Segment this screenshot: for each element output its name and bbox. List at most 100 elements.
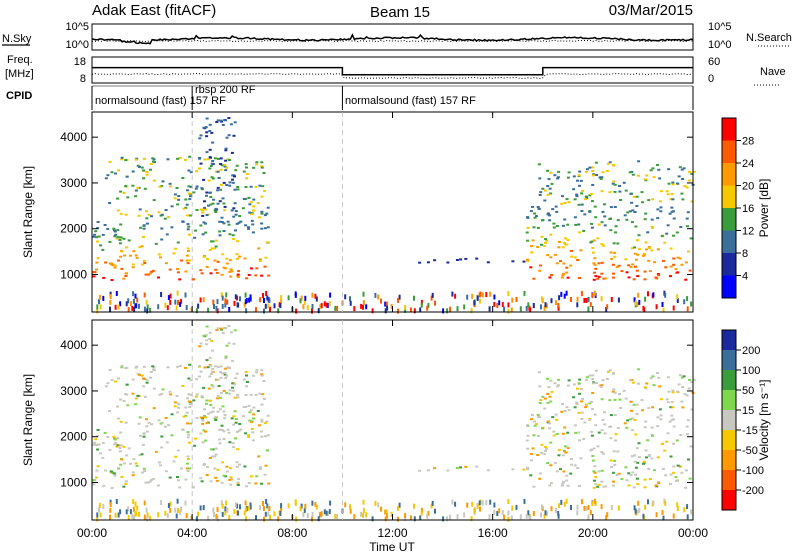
power-cell — [634, 265, 637, 268]
power-cell — [552, 226, 556, 229]
power-cell — [233, 188, 237, 191]
power-cell — [537, 207, 541, 210]
velocity-cell — [210, 455, 214, 458]
power-cell — [228, 181, 232, 184]
power-cell — [601, 244, 605, 247]
power-cell — [413, 308, 416, 314]
power-cell — [225, 262, 229, 265]
velocity-cell — [374, 500, 377, 506]
velocity-cell — [605, 514, 608, 520]
power-cell — [686, 225, 689, 228]
velocity-cell — [544, 510, 547, 516]
power-cell — [594, 267, 598, 270]
velocity-cell — [575, 401, 579, 404]
velocity-cell — [220, 424, 224, 427]
frequency-line — [92, 66, 693, 76]
velocity-cell — [122, 485, 126, 488]
power-cell — [280, 295, 283, 301]
power-cell — [555, 225, 559, 227]
power-cell — [234, 169, 238, 172]
velocity-cell — [543, 397, 547, 400]
power-cell — [146, 304, 149, 310]
power-cell — [218, 230, 222, 233]
velocity-cell — [371, 516, 374, 522]
power-cell — [140, 245, 144, 248]
velocity-cell — [260, 403, 264, 406]
velocity-cell — [222, 438, 226, 440]
velocity-cell — [410, 515, 412, 521]
power-cell — [564, 243, 568, 246]
power-cell — [227, 134, 231, 137]
radar-title: Adak East (fitACF) — [92, 2, 216, 19]
power-cell — [260, 222, 264, 225]
power-cell — [119, 301, 122, 307]
velocity-cell — [242, 378, 246, 381]
power-cell — [538, 269, 542, 272]
velocity-cell — [218, 408, 222, 411]
power-cell — [191, 278, 195, 281]
power-cell — [323, 301, 326, 307]
velocity-cell — [255, 515, 257, 521]
power-cell — [572, 175, 576, 178]
power-cell — [116, 197, 120, 200]
power-cell — [188, 259, 191, 262]
power-cell — [600, 176, 604, 179]
power-cell — [554, 205, 558, 208]
power-cell — [113, 230, 117, 233]
power-cell — [99, 244, 103, 247]
power-cell — [649, 270, 652, 273]
velocity-cell — [658, 408, 662, 411]
velocity-cell — [592, 486, 596, 489]
velocity-cell — [523, 498, 526, 504]
power-cell — [455, 259, 459, 261]
velocity-cell — [535, 423, 538, 426]
velocity-cell — [277, 516, 280, 522]
velocity-cell — [109, 507, 112, 513]
velocity-cell — [92, 443, 96, 446]
velocity-cell — [176, 449, 180, 452]
power-cell — [195, 170, 199, 173]
power-cell — [678, 257, 682, 260]
velocity-cell — [344, 502, 347, 508]
velocity-cell — [199, 432, 203, 435]
velocity-cell — [579, 457, 583, 460]
power-cell — [198, 137, 202, 140]
velocity-cell — [325, 510, 328, 516]
velocity-cell — [95, 444, 98, 447]
power-cell — [431, 292, 434, 298]
velocity-cell — [647, 499, 649, 505]
power-cell — [151, 157, 155, 160]
velocity-cell — [265, 449, 269, 452]
power-cell — [616, 219, 620, 222]
velocity-cell — [617, 472, 621, 475]
power-cell — [214, 211, 218, 213]
power-cell — [526, 258, 529, 261]
power-cell — [147, 213, 151, 216]
colorbar-cell — [722, 390, 736, 411]
power-cell — [200, 272, 204, 275]
nave-right-tick-top: 60 — [708, 56, 720, 68]
power-cell — [627, 276, 631, 279]
power-cell — [236, 295, 239, 301]
velocity-cell — [262, 380, 266, 382]
velocity-cell — [572, 396, 576, 399]
velocity-cell — [540, 427, 544, 430]
power-cell — [672, 234, 675, 237]
colorbar-tick-label: 12 — [742, 226, 754, 238]
power-cell — [119, 212, 123, 215]
velocity-cell — [129, 509, 132, 515]
power-cell — [644, 296, 647, 302]
velocity-cell — [670, 414, 674, 417]
velocity-cell — [609, 459, 613, 462]
power-cell — [175, 187, 179, 189]
velocity-cell — [154, 450, 158, 453]
velocity-cell — [117, 377, 120, 380]
velocity-cell — [588, 418, 592, 421]
velocity-cell — [556, 384, 560, 387]
velocity-cell — [573, 424, 577, 427]
velocity-cell — [678, 465, 682, 468]
power-cell — [184, 292, 187, 298]
velocity-cell — [231, 386, 234, 389]
velocity-cell — [125, 454, 129, 457]
power-cell — [629, 192, 633, 195]
